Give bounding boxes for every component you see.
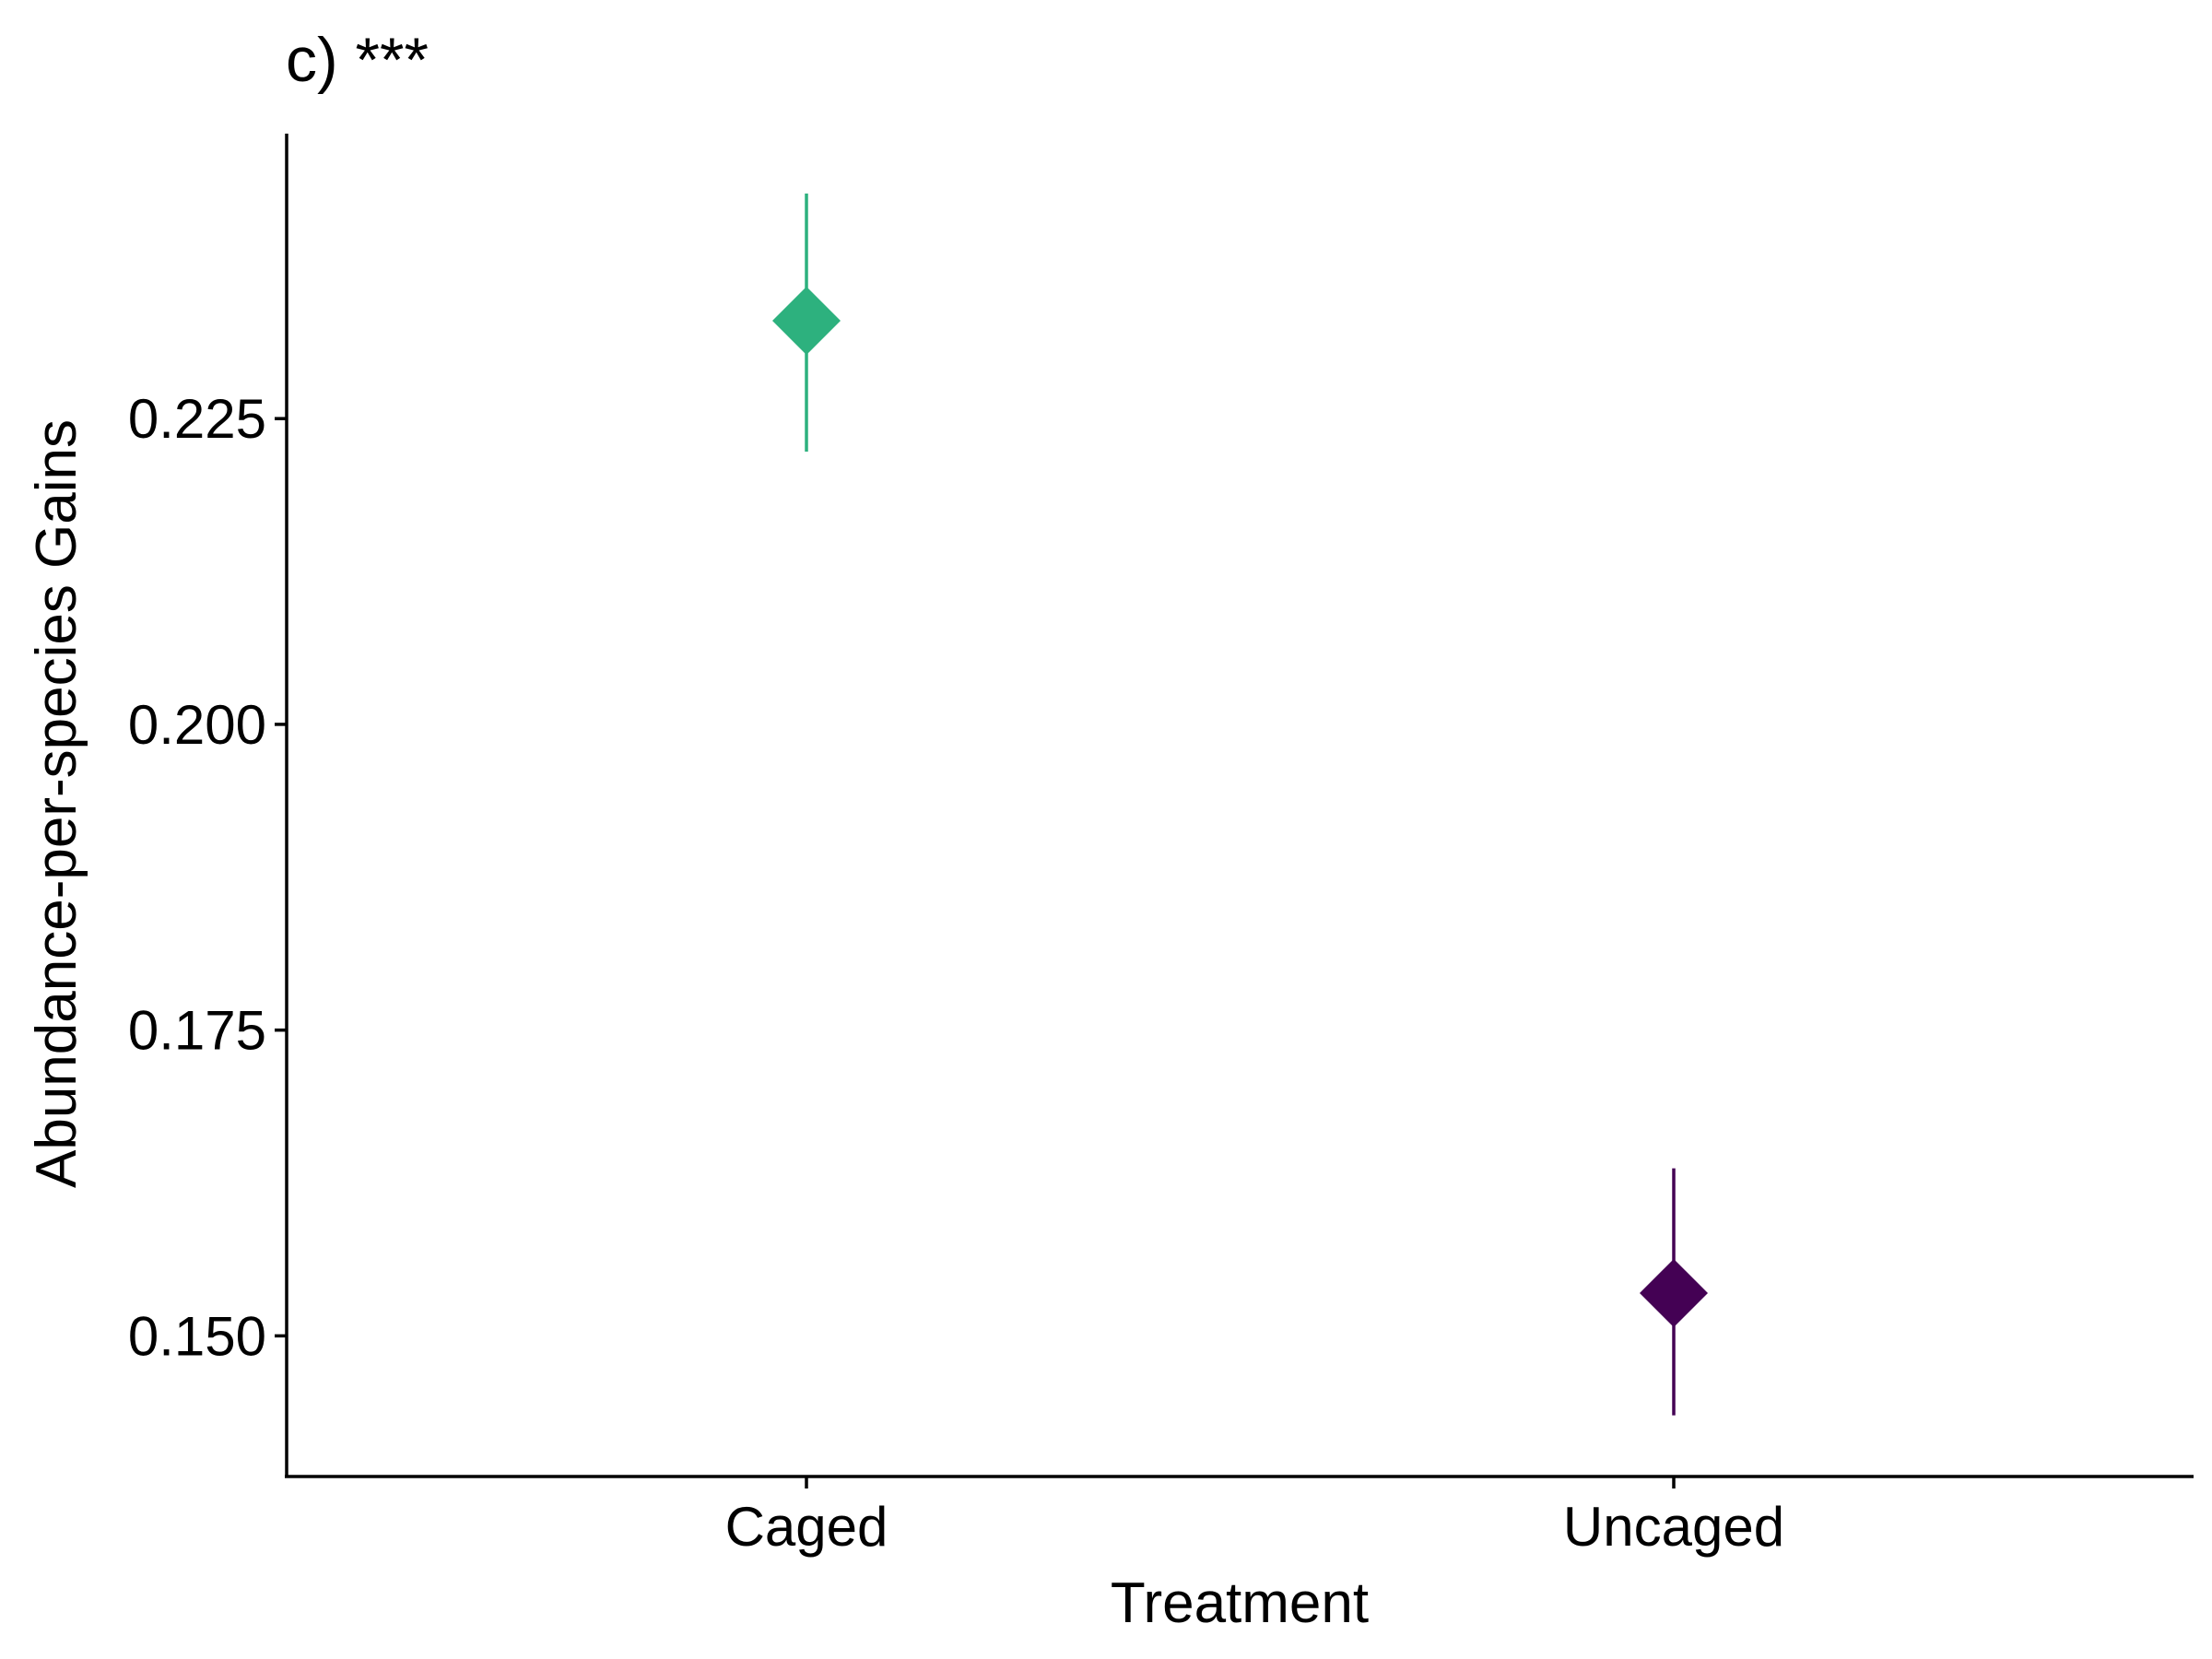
y-tick-label: 0.175 — [128, 1000, 266, 1062]
diamond-point — [772, 287, 841, 356]
plot-marks — [772, 194, 1708, 1416]
chart-title: c) *** — [286, 25, 429, 95]
x-axis: Caged Uncaged — [285, 1475, 2194, 1558]
y-tick-label: 0.200 — [128, 694, 266, 756]
diamond-point — [1640, 1258, 1708, 1327]
x-tick-label: Uncaged — [1563, 1496, 1784, 1558]
y-tick-label: 0.150 — [128, 1305, 266, 1367]
y-axis: 0.150 0.175 0.200 0.225 — [128, 134, 288, 1477]
y-axis-title: Abundance-per-species Gains — [25, 419, 88, 1188]
x-tick-label: Caged — [725, 1496, 888, 1558]
y-tick-label: 0.225 — [128, 388, 266, 450]
x-axis-title: Treatment — [1111, 1571, 1369, 1635]
